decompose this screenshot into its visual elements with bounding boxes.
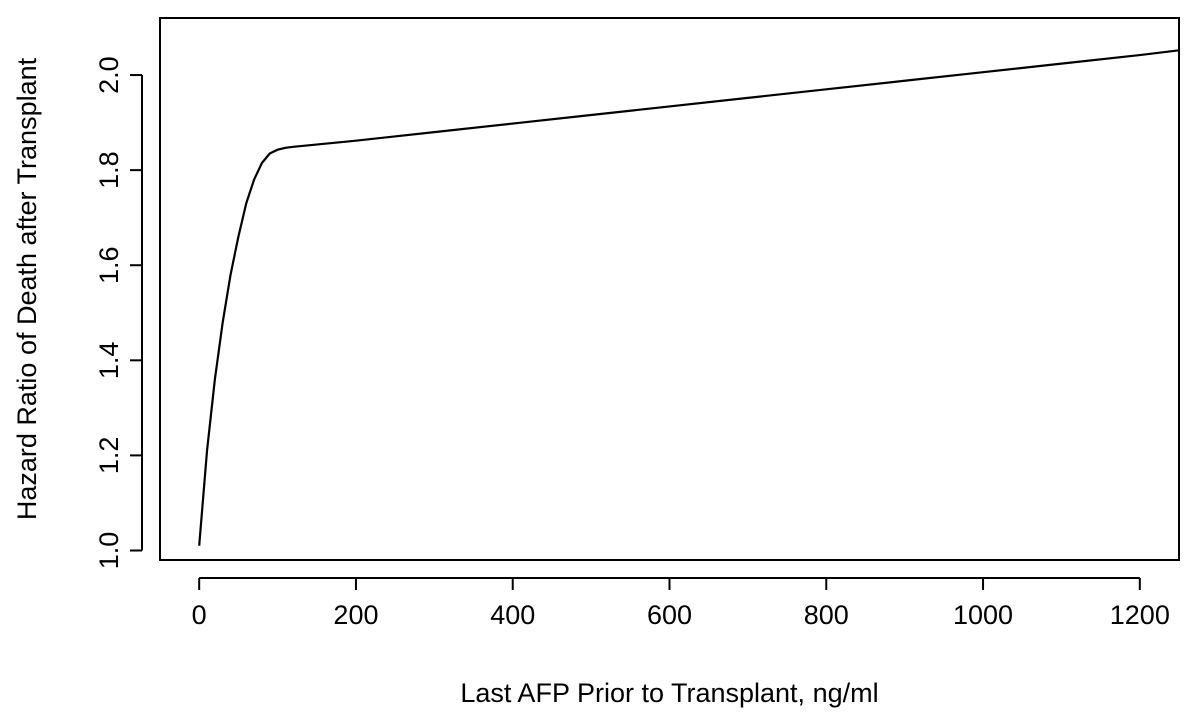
- y-tick-label: 1.2: [94, 437, 124, 475]
- plot-frame: [159, 17, 1180, 561]
- x-axis-label: Last AFP Prior to Transplant, ng/ml: [460, 678, 878, 708]
- x-tick-label: 1000: [953, 600, 1013, 630]
- x-axis: 0 200 400 600 800 1000 1200: [192, 577, 1170, 630]
- x-tick-label: 400: [490, 600, 535, 630]
- y-tick-label: 1.6: [94, 246, 124, 284]
- x-tick-label: 200: [333, 600, 378, 630]
- y-tick-label: 1.0: [94, 532, 124, 570]
- y-tick-label: 1.4: [94, 342, 124, 380]
- y-axis: 1.0 1.2 1.4 1.6 1.8 2.0: [94, 56, 143, 570]
- x-tick-label: 0: [192, 600, 207, 630]
- x-tick-label: 600: [647, 600, 692, 630]
- x-tick-label: 800: [804, 600, 849, 630]
- y-tick-label: 2.0: [94, 56, 124, 94]
- series-line: [198, 49, 1180, 546]
- y-tick-label: 1.8: [94, 151, 124, 189]
- y-axis-label: Hazard Ratio of Death after Transplant: [12, 57, 42, 520]
- x-tick-label: 1200: [1110, 600, 1170, 630]
